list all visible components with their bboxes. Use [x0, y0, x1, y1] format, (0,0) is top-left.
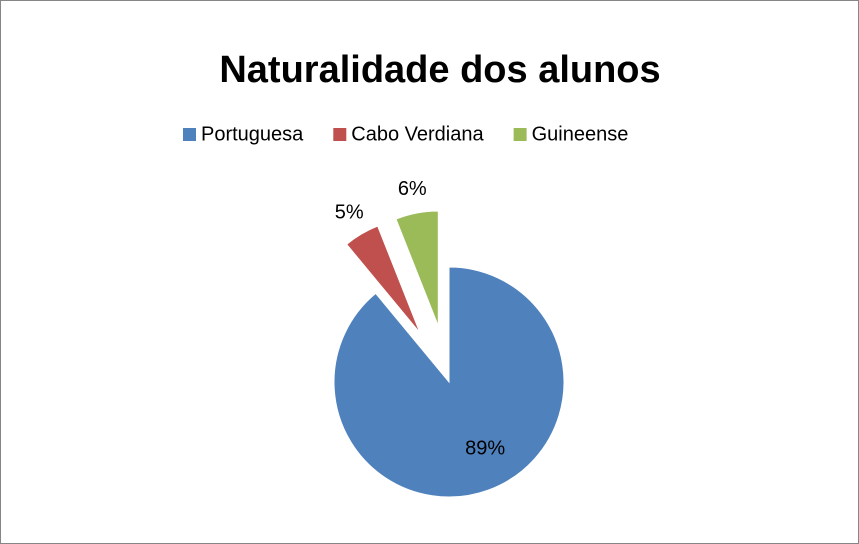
legend-swatch	[513, 128, 527, 141]
data-label: 5%	[335, 202, 364, 224]
legend-label: Guineense	[532, 123, 629, 145]
legend-swatch	[333, 128, 347, 141]
data-label: 6%	[398, 178, 427, 200]
pie-slice	[345, 225, 421, 334]
data-label: 89%	[465, 437, 505, 459]
chart-title: Naturalidade dos alunos	[219, 49, 660, 91]
legend-label: Portuguesa	[201, 123, 304, 145]
pie-slice	[395, 210, 439, 327]
legend-label: Cabo Verdiana	[351, 123, 484, 145]
pie-slice	[333, 266, 565, 498]
legend-swatch	[183, 128, 196, 141]
